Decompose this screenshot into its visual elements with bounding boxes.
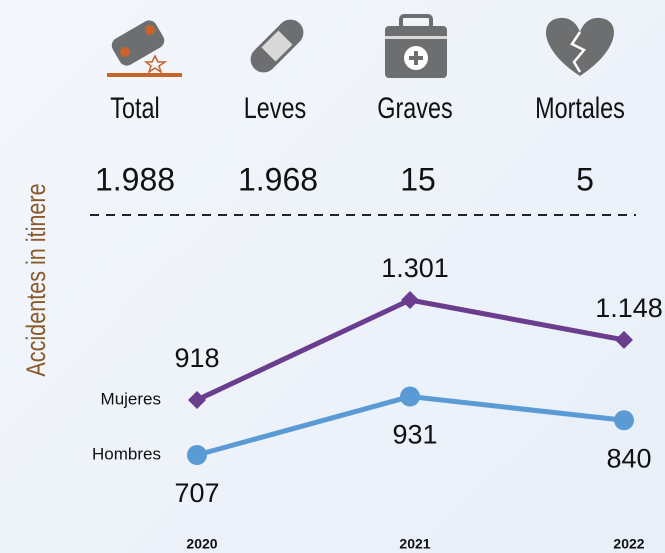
broken-heart-icon xyxy=(546,17,614,76)
x-tick-label: 2022 xyxy=(613,536,644,552)
stat-value: 15 xyxy=(400,161,436,197)
stat-label: Mortales xyxy=(535,91,625,124)
stat-value: 1.988 xyxy=(95,161,175,197)
marker xyxy=(614,410,634,431)
series-name: Mujeres xyxy=(101,389,161,408)
y-axis-label: Accidentes in itinere xyxy=(22,183,52,376)
marker xyxy=(401,291,419,309)
firstaid-icon xyxy=(385,14,447,78)
marker xyxy=(400,386,420,407)
data-label: 840 xyxy=(606,443,651,473)
bandage-icon xyxy=(250,19,304,73)
stat-value: 5 xyxy=(576,161,594,197)
data-label: 1.148 xyxy=(595,293,663,323)
data-label: 707 xyxy=(174,478,219,508)
car-icon xyxy=(107,20,182,77)
stat-label: Total xyxy=(110,91,159,124)
stat-value: 1.968 xyxy=(238,161,318,197)
marker xyxy=(188,390,206,409)
series-name: Hombres xyxy=(92,444,161,463)
marker xyxy=(187,445,207,465)
x-tick-label: 2021 xyxy=(399,536,430,552)
stat-label: Graves xyxy=(377,91,452,124)
x-tick-label: 2020 xyxy=(186,536,217,552)
marker xyxy=(615,330,633,349)
stat-label: Leves xyxy=(244,91,306,124)
data-label: 1.301 xyxy=(381,253,449,283)
data-label: 931 xyxy=(392,420,437,450)
series-line xyxy=(195,297,625,403)
data-label: 918 xyxy=(174,343,219,373)
